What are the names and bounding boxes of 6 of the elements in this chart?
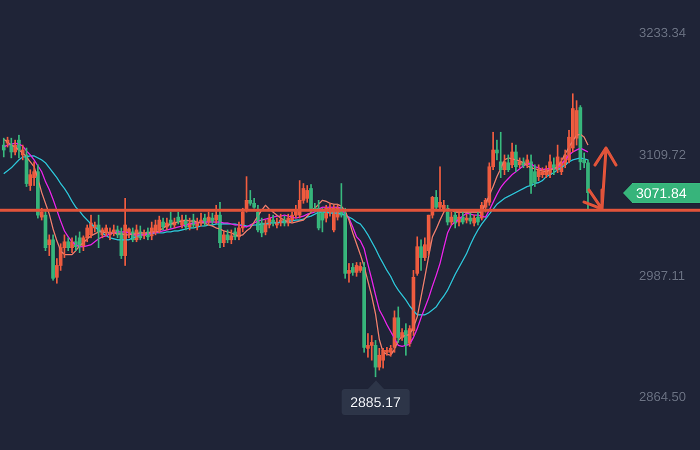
y-tick-label: 3233.34 bbox=[639, 24, 686, 40]
y-tick-label: 2864.50 bbox=[639, 388, 686, 404]
text: 3071.84 bbox=[636, 184, 687, 201]
y-tick-label: 2987.11 bbox=[639, 268, 686, 283]
annotation: 2885.17 bbox=[350, 394, 401, 410]
y-tick-label: 3109.72 bbox=[639, 146, 686, 162]
